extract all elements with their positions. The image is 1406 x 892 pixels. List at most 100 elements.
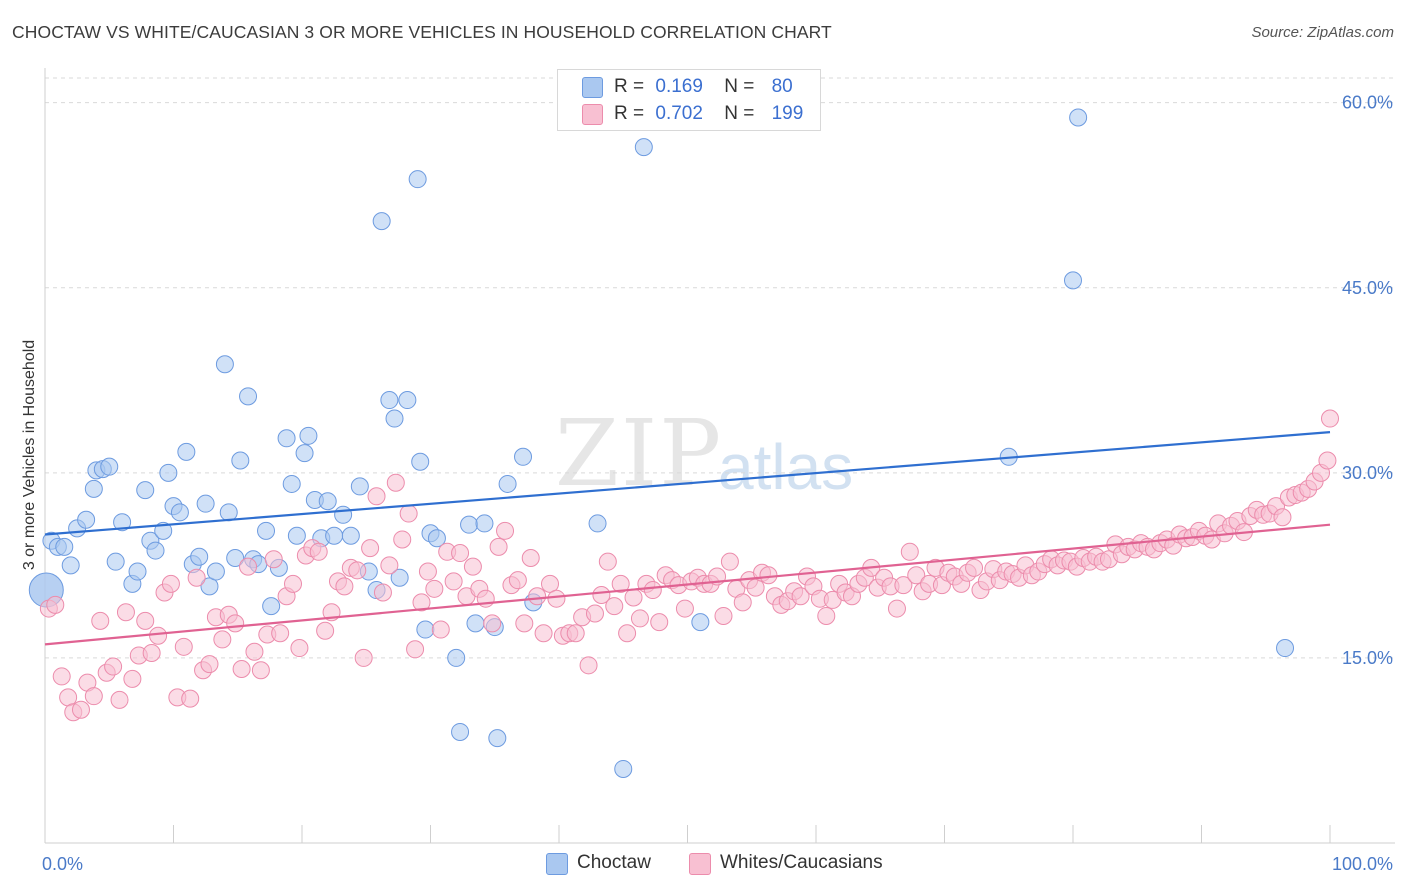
white-point	[309, 542, 328, 561]
white-point	[418, 562, 437, 581]
white-point	[239, 557, 258, 576]
white-point	[284, 574, 303, 593]
legend-n-label: N =	[724, 103, 755, 124]
white-point	[226, 614, 245, 633]
choctaw-point	[498, 474, 517, 493]
white-point	[149, 626, 168, 645]
white-point	[463, 557, 482, 576]
choctaw-point	[325, 526, 344, 545]
choctaw-point	[588, 514, 607, 533]
choctaw-point	[427, 529, 446, 548]
choctaw-point	[447, 648, 466, 667]
white-point	[714, 606, 733, 625]
y-axis-label: 3 or more Vehicles in Household	[21, 339, 38, 571]
white-point	[290, 639, 309, 658]
white-point	[142, 643, 161, 662]
white-point	[624, 588, 643, 607]
white-point	[110, 690, 129, 709]
legend-r-label: R =	[614, 103, 645, 124]
choctaw-point	[341, 526, 360, 545]
choctaw-point	[215, 355, 234, 374]
choctaw-point	[55, 537, 74, 556]
choctaw-point	[295, 444, 314, 463]
white-point	[123, 669, 142, 688]
choctaw-point	[196, 494, 215, 513]
choctaw-point	[219, 503, 238, 522]
choctaw-point	[154, 521, 173, 540]
white-points	[39, 409, 1339, 722]
white-point	[71, 700, 90, 719]
white-point	[213, 630, 232, 649]
white-trend-line	[44, 523, 1331, 646]
choctaw-point	[1276, 639, 1295, 658]
legend-r-label: R =	[614, 76, 645, 97]
white-point	[1321, 409, 1339, 428]
white-point	[547, 589, 566, 608]
choctaw-point	[239, 387, 258, 406]
white-point	[579, 656, 598, 675]
bottom-legend-swatch-choctaw	[546, 853, 568, 875]
chart-title: CHOCTAW VS WHITE/CAUCASIAN 3 OR MORE VEH…	[12, 22, 832, 42]
white-point	[451, 544, 470, 563]
legend-r-value: 0.702	[655, 103, 703, 124]
white-point	[650, 613, 669, 632]
legend: R = 0.169 N = 80 R = 0.702 N = 199	[557, 69, 821, 131]
y-tick-label: 45.0%	[1342, 278, 1393, 298]
white-point	[52, 667, 71, 686]
choctaw-point	[128, 562, 147, 581]
choctaw-point	[1064, 271, 1082, 290]
white-point	[733, 593, 752, 612]
choctaw-point	[411, 452, 430, 471]
white-point	[1273, 508, 1292, 527]
choctaw-point	[390, 568, 409, 587]
choctaw-point	[113, 513, 132, 532]
legend-swatch-choctaw	[582, 77, 603, 98]
white-point	[534, 624, 553, 643]
choctaw-point	[159, 463, 178, 482]
choctaw-point	[170, 503, 189, 522]
white-point	[887, 599, 906, 618]
bottom-legend-swatch-white	[689, 853, 711, 875]
white-point	[136, 611, 155, 630]
white-point	[907, 566, 926, 585]
choctaw-point	[466, 614, 485, 633]
white-point	[91, 611, 110, 630]
white-point	[675, 599, 694, 618]
white-point	[585, 604, 604, 623]
choctaw-point	[231, 451, 250, 470]
white-point	[412, 593, 431, 612]
white-point	[104, 657, 123, 676]
white-point	[508, 571, 527, 590]
choctaw-point	[226, 548, 245, 567]
white-point	[354, 648, 373, 667]
choctaw-point	[61, 556, 80, 575]
choctaw-point	[514, 447, 533, 466]
white-point	[373, 583, 392, 602]
choctaw-point	[460, 515, 479, 534]
choctaw-points	[28, 108, 1295, 778]
white-point	[643, 581, 662, 600]
choctaw-point	[488, 729, 507, 748]
white-point	[521, 548, 540, 567]
watermark-zip: ZIP	[555, 400, 724, 507]
choctaw-point	[277, 429, 296, 448]
white-point	[541, 574, 560, 593]
watermark-atlas: atlas	[718, 431, 854, 503]
white-point	[817, 606, 836, 625]
choctaw-point	[1069, 108, 1088, 127]
white-point	[406, 640, 425, 659]
white-point	[116, 603, 135, 622]
trend-lines	[44, 431, 1331, 646]
white-point	[1318, 451, 1337, 470]
white-point	[425, 579, 444, 598]
choctaw-point	[416, 620, 435, 639]
choctaw-point	[691, 613, 710, 632]
choctaw-point	[106, 552, 125, 571]
tick-labels: 15.0% 30.0% 45.0% 60.0% 0.0% 100.0%	[42, 93, 1393, 874]
white-point	[348, 561, 367, 580]
choctaw-point	[190, 547, 209, 566]
legend-r-value: 0.169	[655, 76, 703, 97]
white-point	[431, 620, 450, 639]
choctaw-point	[136, 481, 155, 500]
